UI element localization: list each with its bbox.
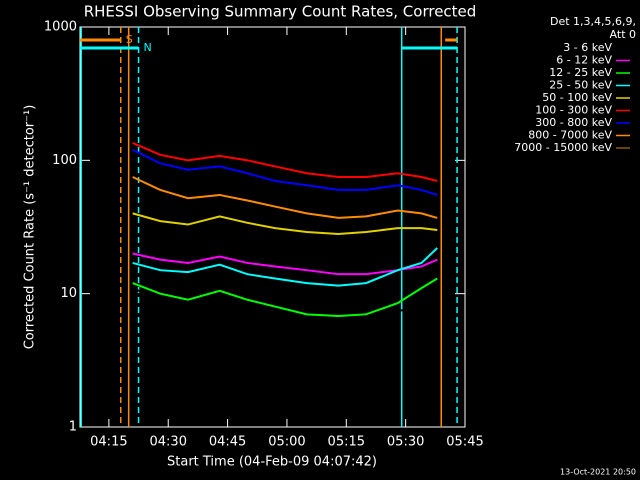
y-tick-label: 1	[69, 420, 77, 435]
x-tick-label: 05:00	[268, 435, 305, 450]
y-tick-label: 10	[60, 286, 77, 301]
y-tick-label: 1000	[44, 20, 77, 35]
series-line	[132, 212, 438, 236]
x-tick-label: 05:45	[446, 435, 483, 450]
legend-label: 25 - 50 keV	[549, 79, 612, 92]
series-line	[132, 277, 438, 318]
footer: 13-Oct-2021 20:50	[560, 468, 636, 477]
x-tick-label: 04:15	[90, 435, 127, 450]
y-tick-label: 100	[52, 153, 77, 168]
x-tick-label: 04:30	[150, 435, 187, 450]
series-line	[132, 287, 438, 320]
chart-title: RHESSI Observing Summary Count Rates, Co…	[84, 3, 477, 21]
legend-title: Det 1,3,4,5,6,9,	[550, 15, 636, 28]
legend-title: Att 0	[610, 28, 636, 41]
x-axis-label: Start Time (04-Feb-09 04:07:42)	[167, 455, 377, 470]
series-line	[132, 176, 438, 219]
legend-label: 800 - 7000 keV	[528, 129, 612, 142]
legend-label: 6 - 12 keV	[556, 54, 612, 67]
y-axis-label: Corrected Count Rate (s⁻¹ detector⁻¹)	[23, 105, 38, 350]
series-line	[132, 148, 438, 196]
x-tick-label: 05:30	[387, 435, 424, 450]
flag-label: N	[144, 41, 152, 54]
legend-label: 7000 - 15000 keV	[514, 141, 612, 154]
x-tick-label: 05:15	[328, 435, 365, 450]
x-tick-label: 04:45	[209, 435, 246, 450]
legend-label: 50 - 100 keV	[542, 91, 612, 104]
series-line	[132, 142, 438, 182]
legend-label: 3 - 6 keV	[563, 41, 612, 54]
legend-label: 100 - 300 keV	[535, 104, 612, 117]
plot-frame	[79, 26, 466, 428]
legend-label: 300 - 800 keV	[535, 116, 612, 129]
flag-label: S	[126, 33, 133, 46]
series-line	[132, 247, 438, 287]
legend-label: 12 - 25 keV	[549, 66, 612, 79]
